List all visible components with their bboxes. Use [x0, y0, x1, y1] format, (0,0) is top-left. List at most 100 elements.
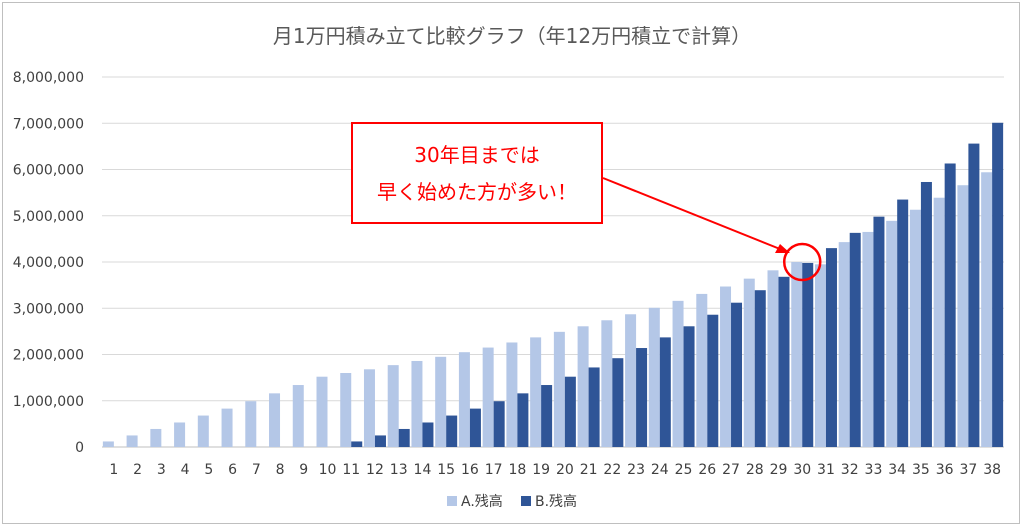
callout-box [351, 122, 603, 224]
bar-b-11 [351, 441, 363, 447]
bar-b-28 [754, 290, 766, 447]
x-tick-label: 8 [276, 462, 285, 478]
x-tick-label: 27 [722, 462, 740, 478]
bar-a-26 [696, 293, 708, 447]
callout-line-1: 30年目までは [414, 143, 539, 167]
bar-b-33 [873, 216, 885, 447]
x-tick-label: 2 [133, 462, 142, 478]
bar-b-34 [897, 199, 909, 447]
bar-b-23 [636, 348, 648, 447]
x-tick-label: 21 [580, 462, 598, 478]
x-tick-label: 22 [603, 462, 621, 478]
y-tick-label: 0 [75, 440, 84, 456]
y-tick-label: 7,000,000 [13, 116, 84, 132]
bar-b-17 [493, 401, 505, 447]
bar-a-16 [458, 352, 470, 447]
x-tick-label: 3 [157, 462, 166, 478]
legend-swatch-b [521, 496, 531, 506]
y-tick-label: 2,000,000 [13, 348, 84, 364]
x-tick-label: 34 [888, 462, 906, 478]
x-tick-label: 28 [746, 462, 764, 478]
x-tick-label: 38 [983, 462, 1001, 478]
bar-b-22 [612, 358, 624, 447]
x-tick-label: 19 [532, 462, 550, 478]
bar-b-24 [659, 337, 671, 447]
bar-a-13 [387, 365, 399, 447]
bar-b-19 [541, 385, 553, 447]
bar-b-15 [446, 415, 458, 447]
bar-a-31 [814, 264, 826, 447]
bar-a-1 [102, 441, 114, 447]
x-tick-label: 7 [252, 462, 261, 478]
legend-swatch-a [447, 496, 457, 506]
callout-arrowhead [775, 244, 790, 253]
bar-a-23 [625, 314, 637, 447]
bars [102, 122, 1004, 448]
bar-a-18 [506, 342, 518, 447]
bar-a-10 [316, 376, 328, 447]
bar-a-15 [435, 356, 447, 447]
bar-b-14 [422, 422, 434, 447]
bar-a-24 [648, 307, 660, 447]
y-axis-ticks: 0 1,000,000 2,000,000 3,000,000 4,000,000 5,0… [13, 70, 84, 456]
chart-title: 月1万円積み立て比較グラフ（年12万円積立で計算） [273, 24, 751, 48]
bar-b-16 [469, 408, 481, 447]
x-tick-label: 12 [366, 462, 384, 478]
callout-line-2: 早く始めた方が多い！ [377, 180, 577, 204]
x-tick-label: 4 [181, 462, 190, 478]
bar-a-6 [221, 408, 233, 447]
bar-a-34 [886, 220, 898, 447]
bar-a-4 [174, 422, 186, 447]
legend-label-b: B.残高 [535, 493, 577, 510]
bar-b-13 [398, 428, 410, 447]
x-tick-label: 35 [912, 462, 930, 478]
bar-a-19 [530, 337, 542, 447]
callout-arrow-line [602, 177, 781, 250]
bar-b-20 [564, 376, 576, 447]
bar-a-2 [126, 435, 138, 447]
x-tick-label: 6 [228, 462, 237, 478]
x-tick-label: 24 [651, 462, 669, 478]
x-tick-label: 32 [841, 462, 859, 478]
x-tick-label: 37 [959, 462, 977, 478]
x-tick-label: 16 [461, 462, 479, 478]
bar-a-20 [553, 331, 565, 447]
bar-b-27 [731, 302, 743, 447]
x-tick-label: 9 [299, 462, 308, 478]
bar-b-26 [707, 314, 719, 447]
x-tick-label: 18 [508, 462, 526, 478]
bar-a-21 [577, 326, 589, 447]
bar-b-36 [944, 163, 956, 448]
bar-a-8 [269, 393, 281, 447]
legend-label-a: A.残高 [461, 493, 503, 510]
x-tick-label: 11 [342, 462, 360, 478]
legend: A.残高 B.残高 [447, 493, 577, 510]
x-tick-label: 17 [485, 462, 503, 478]
bar-b-25 [683, 326, 695, 447]
bar-a-11 [340, 373, 352, 447]
bar-a-30 [791, 262, 803, 447]
bar-a-7 [245, 401, 257, 447]
y-tick-label: 6,000,000 [13, 163, 84, 179]
x-tick-label: 29 [770, 462, 788, 478]
bar-a-37 [957, 185, 969, 447]
bar-a-22 [601, 320, 613, 447]
bar-b-31 [825, 248, 837, 447]
bar-b-18 [517, 393, 529, 447]
y-tick-label: 4,000,000 [13, 255, 84, 271]
bar-a-9 [292, 385, 304, 447]
y-tick-label: 1,000,000 [13, 394, 84, 410]
x-tick-label: 15 [437, 462, 455, 478]
y-tick-label: 8,000,000 [13, 70, 84, 86]
x-tick-label: 1 [109, 462, 118, 478]
bar-a-28 [743, 278, 755, 447]
bar-a-32 [838, 242, 850, 447]
bar-a-5 [197, 415, 209, 447]
bar-b-35 [920, 181, 932, 448]
x-tick-label: 26 [698, 462, 716, 478]
bar-a-36 [933, 197, 945, 447]
x-tick-label: 5 [204, 462, 213, 478]
x-tick-label: 31 [817, 462, 835, 478]
bar-a-17 [482, 347, 494, 447]
